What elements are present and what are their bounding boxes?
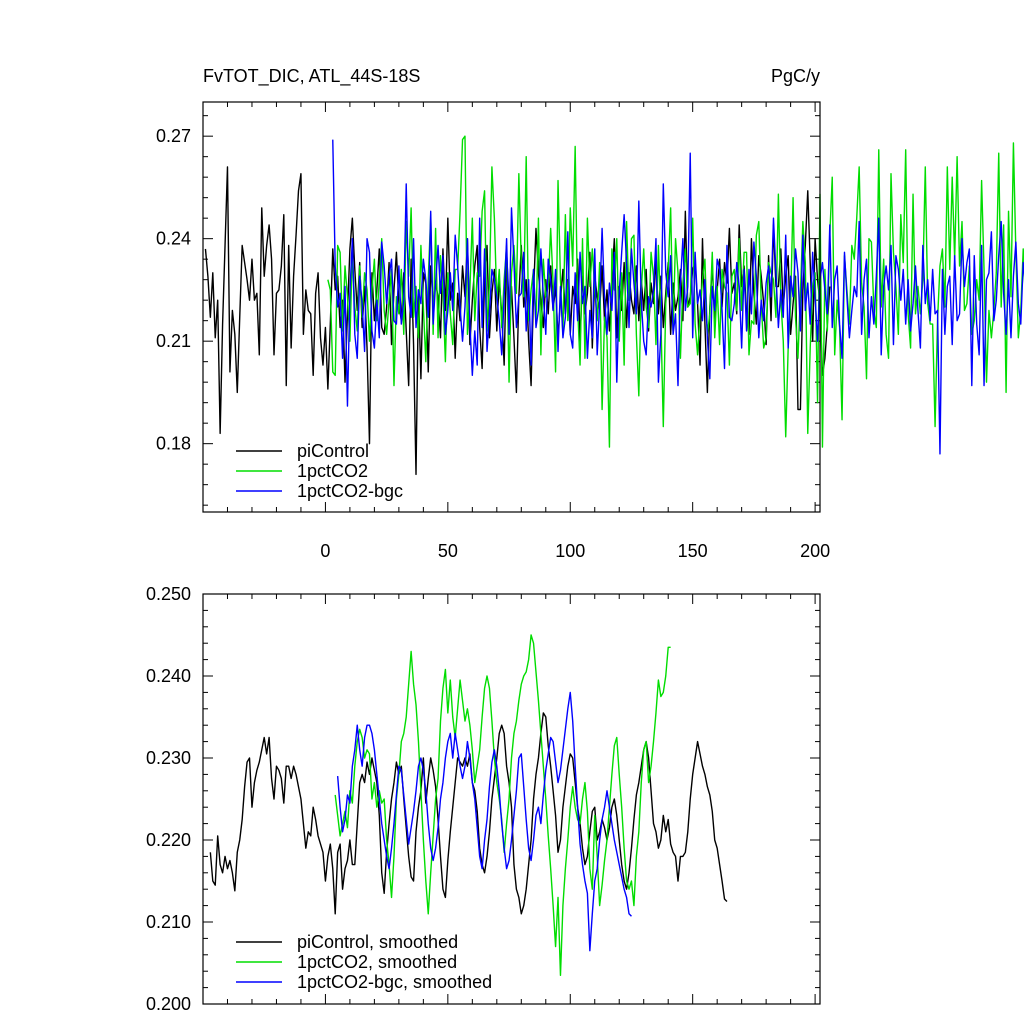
- bottom-legend-label-1: 1pctCO2, smoothed: [297, 952, 457, 972]
- top-y-tick-label: 0.21: [156, 331, 191, 351]
- bottom-legend-label-0: piControl, smoothed: [297, 932, 458, 952]
- bottom-y-tick-labels: 0.200 0.210 0.220 0.230 0.240 0.250: [146, 584, 191, 1014]
- top-series-line-2: [332, 139, 1024, 455]
- bottom-y-tick-label: 0.240: [146, 666, 191, 686]
- top-y-tick-label: 0.27: [156, 126, 191, 146]
- top-x-tick-label: 0: [320, 541, 330, 561]
- top-x-tick-label: 150: [678, 541, 708, 561]
- bottom-axis-ticks: [202, 593, 820, 1005]
- top-series-group: [204, 135, 1024, 476]
- bottom-y-tick-label: 0.200: [146, 994, 191, 1014]
- top-y-tick-labels: 0.18 0.21 0.24 0.27: [156, 126, 191, 454]
- top-x-tick-labels: 0 50 100 150 200: [320, 541, 830, 561]
- top-title-left: FvTOT_DIC, ATL_44S-18S: [203, 66, 420, 87]
- bottom-y-tick-label: 0.230: [146, 748, 191, 768]
- bottom-series-line-2: [336, 691, 632, 952]
- top-legend-label-2: 1pctCO2-bgc: [297, 481, 403, 501]
- top-title-right: PgC/y: [771, 66, 820, 86]
- top-x-tick-label: 200: [800, 541, 830, 561]
- top-y-tick-label: 0.24: [156, 229, 191, 249]
- top-series-line-1: [327, 135, 1024, 448]
- top-plot-frame: [202, 101, 821, 513]
- bottom-y-tick-label: 0.220: [146, 830, 191, 850]
- top-panel: FvTOT_DIC, ATL_44S-18S PgC/y 0 50 100 150 20…: [156, 66, 1024, 561]
- top-x-tick-label: 100: [555, 541, 585, 561]
- bottom-plot-frame: [202, 593, 821, 1005]
- top-legend-label-0: piControl: [297, 441, 369, 461]
- top-y-tick-label: 0.18: [156, 434, 191, 454]
- bottom-series-line-0: [209, 712, 728, 915]
- bottom-series-line-1: [334, 634, 671, 976]
- bottom-y-tick-label: 0.210: [146, 912, 191, 932]
- top-legend-label-1: 1pctCO2: [297, 461, 368, 481]
- top-axis-ticks: [202, 102, 820, 512]
- top-x-tick-label: 50: [438, 541, 458, 561]
- bottom-y-tick-label: 0.250: [146, 584, 191, 604]
- bottom-panel: 0.200 0.210 0.220 0.230 0.240 0.250 piControl…: [146, 584, 821, 1014]
- bottom-series-group: [209, 634, 728, 976]
- bottom-legend-label-2: 1pctCO2-bgc, smoothed: [297, 972, 492, 992]
